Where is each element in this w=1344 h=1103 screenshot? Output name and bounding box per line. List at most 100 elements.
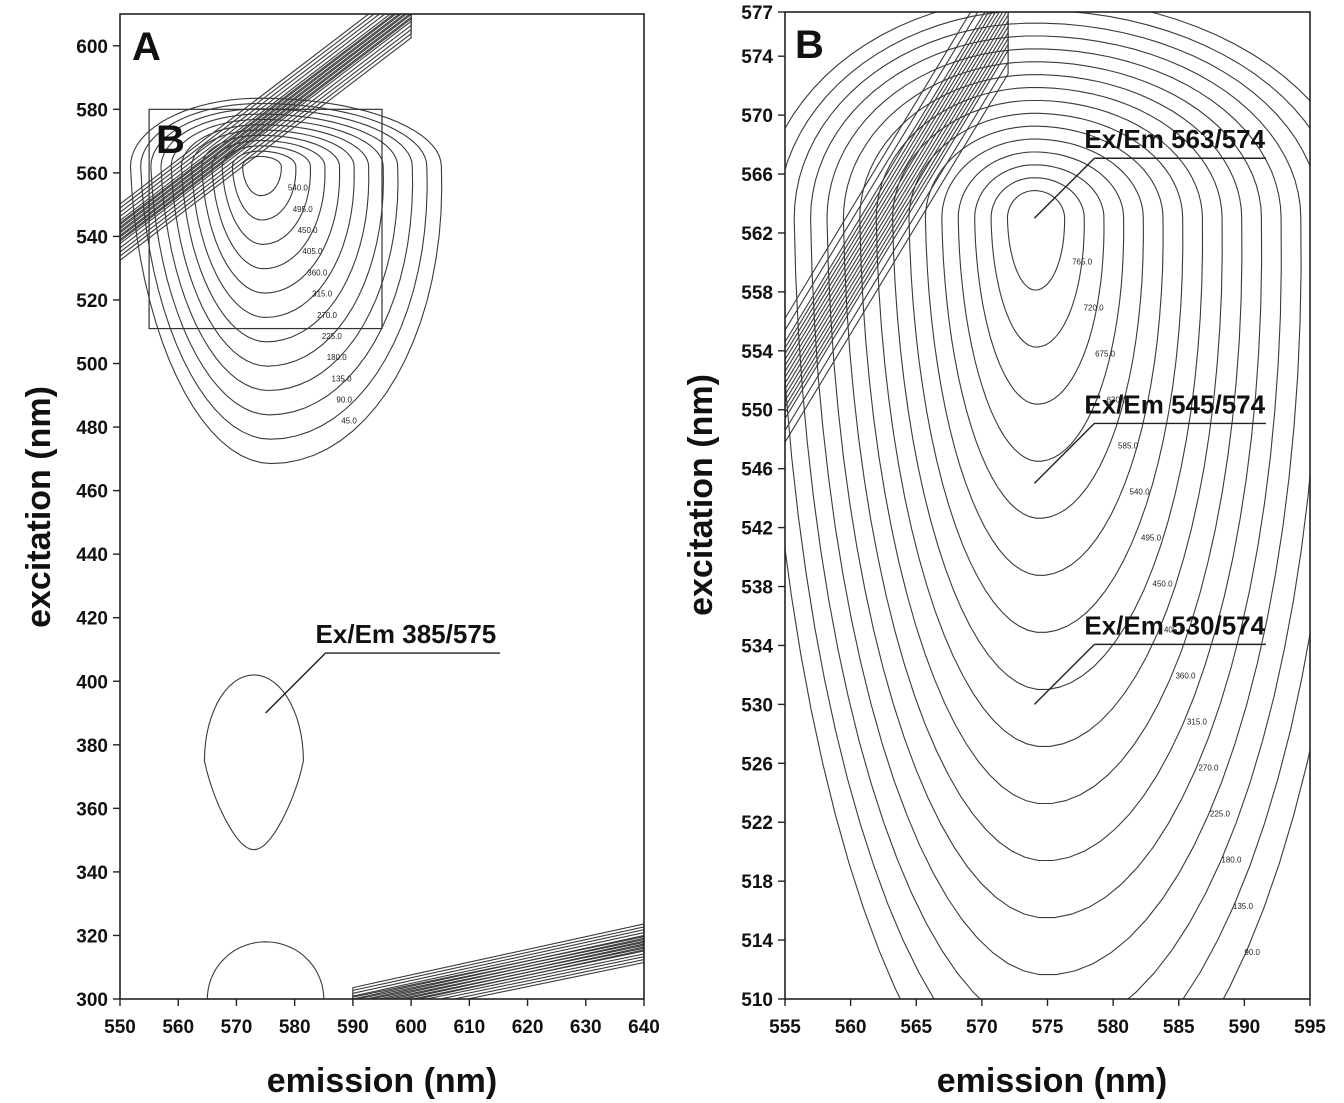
scatter-band-contour — [363, 937, 644, 999]
contour-level-label: 540.0 — [288, 184, 309, 193]
panel-b-ytick-label: 558 — [741, 283, 773, 304]
panel-b-ticks: 555 560 565 570 575 580 585 590 595 510 514 518 522 5… — [741, 3, 1326, 1038]
panel-a-xlabel: emission (nm) — [267, 1062, 497, 1100]
panel-a: 45.0 90.0 135.0 180.0 225.0 270.0 315.0 360.0 40… — [20, 13, 660, 1100]
contour-line — [859, 74, 1243, 805]
scatter-band-contour — [785, 12, 1009, 385]
panel-b-annotation-label: Ex/Em 530/574 — [1084, 610, 1265, 640]
panel-b-xlabel: emission (nm) — [937, 1062, 1167, 1100]
panel-b-ytick-label: 554 — [741, 342, 773, 363]
contour-line — [206, 941, 325, 999]
panel-a-ytick-label: 440 — [76, 545, 108, 566]
panel-b-xtick-label: 565 — [900, 1017, 932, 1038]
contour-line — [842, 61, 1263, 862]
contour-level-label: 135.0 — [332, 374, 353, 383]
panel-a-ytick-label: 380 — [76, 736, 108, 757]
contour-level-label: 90.0 — [336, 396, 352, 405]
panel-a-contours: 45.0 90.0 135.0 180.0 225.0 270.0 315.0 360.0 40… — [120, 14, 644, 999]
panel-b-ytick-label: 510 — [741, 990, 773, 1011]
contour-line — [1006, 190, 1066, 291]
panel-a-annotation-label: Ex/Em 385/575 — [316, 619, 497, 649]
contour-line — [990, 177, 1085, 348]
scatter-band-contour — [785, 12, 1004, 373]
scatter-band-contour — [352, 929, 644, 999]
contour-level-label: 270.0 — [317, 311, 338, 320]
panel-b-annotation-leader — [1033, 422, 1095, 484]
scatter-band-contour — [352, 932, 644, 999]
scatter-band-contour — [785, 30, 1009, 432]
contour-level-label: 540.0 — [1130, 487, 1151, 496]
scatter-band-contour — [120, 14, 412, 249]
contour-level-label: 360.0 — [307, 268, 328, 277]
panel-a-ytick-label: 560 — [76, 164, 108, 185]
contour-line — [957, 151, 1125, 462]
contour-line — [908, 112, 1184, 633]
panel-a-ytick-label: 540 — [76, 227, 108, 248]
panel-b-ylabel: excitation (nm) — [682, 374, 720, 616]
contour-level-label: 45.0 — [341, 417, 357, 426]
panel-a-ytick-label: 300 — [76, 990, 108, 1011]
panel-b-ytick-label: 577 — [741, 3, 773, 24]
contour-line — [231, 150, 297, 221]
panel-b-ytick-label: 570 — [741, 106, 773, 127]
panel-b-frame — [784, 11, 1311, 1000]
panel-b-contours: 90.0 135.0 180.0 225.0 270.0 315.0 360.0 405.0 4… — [785, 12, 1310, 999]
contour-line — [793, 22, 1310, 999]
panel-b-ytick-label: 562 — [741, 224, 773, 245]
contour-line — [191, 129, 355, 318]
contour-line — [150, 108, 414, 416]
panel-b-ytick-label: 550 — [741, 401, 773, 422]
scatter-band-contour — [120, 14, 412, 257]
panel-b-annotation-label: Ex/Em 563/574 — [1084, 124, 1265, 154]
panel-a-xtick-label: 620 — [512, 1017, 544, 1038]
panel-b-xtick-label: 555 — [769, 1017, 801, 1038]
scatter-band-contour — [120, 14, 395, 224]
panel-b-xtick-label: 585 — [1163, 1017, 1195, 1038]
contour-line — [203, 674, 304, 851]
panel-b-annotation-leader — [1033, 643, 1095, 705]
contour-line — [785, 12, 1310, 999]
scatter-band-contour — [785, 12, 997, 361]
contour-level-label: 675.0 — [1095, 349, 1116, 358]
panel-a-xtick-label: 640 — [628, 1017, 660, 1038]
panel-b-xtick-label: 570 — [966, 1017, 998, 1038]
panel-b-ytick-label: 538 — [741, 578, 773, 599]
panel-b-ytick-label: 546 — [741, 460, 773, 481]
contour-level-label: 180.0 — [1221, 856, 1242, 865]
scatter-band-contour — [352, 923, 644, 998]
contour-line — [170, 118, 384, 367]
panel-a-frame — [119, 13, 645, 1000]
scatter-band-contour — [785, 12, 1009, 408]
panel-a-annotation-leader — [265, 652, 327, 714]
contour-level-label: 405.0 — [302, 247, 323, 256]
scatter-band-contour — [120, 14, 411, 237]
panel-a-ytick-label: 600 — [76, 37, 108, 58]
panel-b-ytick-label: 514 — [741, 931, 773, 952]
panel-b-ytick-label: 526 — [741, 754, 773, 775]
contour-level-label: 450.0 — [298, 226, 319, 235]
contour-line — [810, 35, 1302, 976]
contour-line — [180, 124, 370, 343]
panel-a-ytick-label: 400 — [76, 672, 108, 693]
scatter-band-contour — [120, 14, 412, 253]
scatter-band-contour — [120, 14, 400, 228]
scatter-band-contour — [785, 12, 990, 349]
contour-level-label: 360.0 — [1175, 672, 1196, 681]
panel-b-xtick-label: 580 — [1097, 1017, 1129, 1038]
panel-a-ticks: 550 560 570 580 590 600 610 620 630 640 300 320 340 3… — [76, 37, 660, 1038]
panel-a-xtick-label: 610 — [453, 1017, 485, 1038]
scatter-band-contour — [120, 14, 412, 245]
contour-line — [129, 97, 443, 465]
contour-level-label: 180.0 — [327, 353, 348, 362]
panel-b-xtick-label: 560 — [835, 1017, 867, 1038]
panel-a-xtick-label: 560 — [162, 1017, 194, 1038]
panel-b-ytick-label: 522 — [741, 813, 773, 834]
scatter-band-contour — [785, 42, 1009, 444]
panel-b-label: B — [795, 23, 824, 67]
panel-a-xtick-label: 580 — [279, 1017, 311, 1038]
panel-a-ytick-label: 460 — [76, 482, 108, 503]
panel-a-annotations: Ex/Em 385/575 — [265, 619, 500, 714]
contour-line — [785, 12, 1310, 999]
panel-b-annotation-label: Ex/Em 545/574 — [1084, 389, 1265, 419]
panel-a-xtick-label: 600 — [395, 1017, 427, 1038]
